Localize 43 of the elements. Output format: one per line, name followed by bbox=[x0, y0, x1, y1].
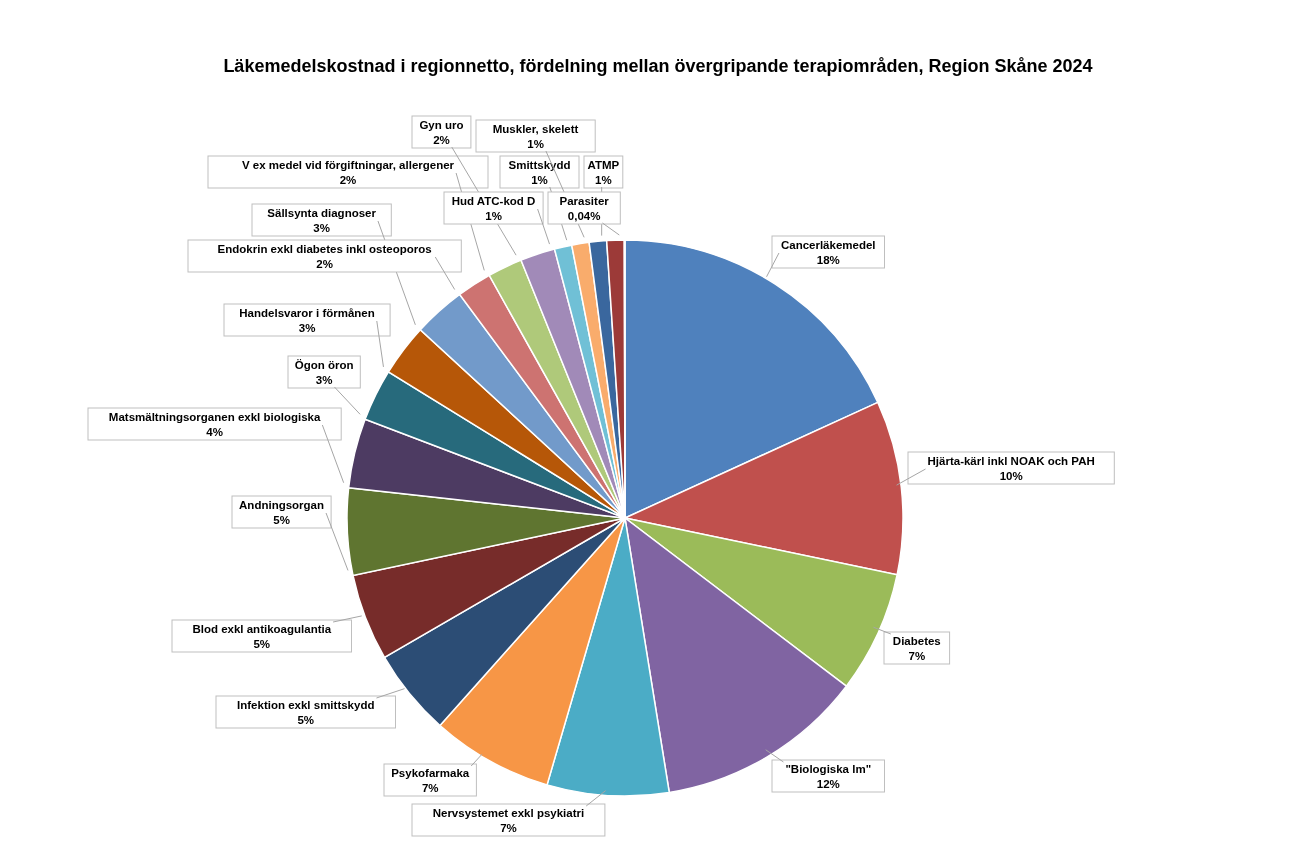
slice-label: Diabetes bbox=[892, 635, 941, 647]
data-label: 2% bbox=[433, 134, 450, 146]
data-label: 5% bbox=[253, 638, 271, 650]
slice-label: Muskler, skelett bbox=[492, 123, 579, 135]
data-label: 3% bbox=[298, 322, 316, 334]
data-label: 12% bbox=[816, 778, 840, 790]
slice-label: Hjärta-kärl inkl NOAK och PAH bbox=[927, 455, 1095, 467]
slice-label: Infektion exkl smittskydd bbox=[237, 699, 375, 711]
slice-label: "Biologiska lm" bbox=[785, 763, 872, 775]
slice-label: Endokrin exkl diabetes inkl osteoporos bbox=[217, 243, 432, 255]
data-label: 4% bbox=[206, 426, 223, 438]
slice-label: Matsmältningsorganen exkl biologiska bbox=[108, 411, 321, 423]
data-label: 5% bbox=[273, 514, 290, 526]
slice-label: Psykofarmaka bbox=[391, 767, 470, 779]
data-label: 0,04% bbox=[567, 210, 601, 222]
slice-label: Blod exkl antikoagulantia bbox=[192, 623, 332, 635]
data-label: 7% bbox=[908, 650, 926, 662]
slice-label: Hud ATC-kod D bbox=[451, 195, 536, 207]
data-label: 3% bbox=[315, 374, 333, 386]
data-label: 1% bbox=[595, 174, 612, 186]
slice-label: V ex medel vid förgiftningar, allergener bbox=[241, 159, 455, 171]
chart-title: Läkemedelskostnad i regionnetto, fördelning mellan övergripande terapiområden, Region Skåne 2024 bbox=[222, 56, 1094, 77]
data-label: 1% bbox=[485, 210, 502, 222]
slice-label: Smittskydd bbox=[508, 159, 571, 171]
data-label: 7% bbox=[421, 782, 439, 794]
slice-label: Parasiter bbox=[559, 195, 610, 207]
data-label: 18% bbox=[816, 254, 840, 266]
data-label: 7% bbox=[500, 822, 517, 834]
data-label: 2% bbox=[316, 258, 333, 270]
slice-label: Cancerläkemedel bbox=[780, 239, 876, 251]
slice-label: Gyn uro bbox=[419, 119, 464, 131]
data-label: 5% bbox=[297, 714, 315, 726]
data-label: 1% bbox=[527, 138, 544, 150]
data-label: 2% bbox=[339, 174, 357, 186]
slice-label: Andningsorgan bbox=[239, 499, 325, 511]
slice-label: Handelsvaror i förmånen bbox=[239, 307, 375, 319]
slice-label: ATMP bbox=[587, 159, 620, 171]
data-label: 3% bbox=[313, 222, 330, 234]
slice-label: Sällsynta diagnoser bbox=[267, 207, 377, 219]
data-label: 1% bbox=[531, 174, 548, 186]
slice-label: Ögon öron bbox=[294, 359, 354, 371]
data-label: 10% bbox=[999, 470, 1023, 482]
slice-label: Nervsystemet exkl psykiatri bbox=[432, 807, 585, 819]
